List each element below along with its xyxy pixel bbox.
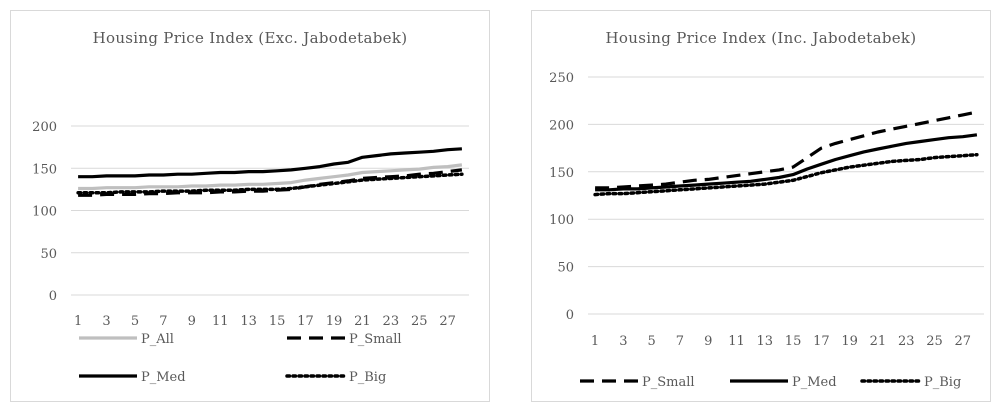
y-tick-label: 50 bbox=[40, 247, 57, 262]
y-tick-label: 0 bbox=[566, 308, 574, 323]
x-tick-label: 27 bbox=[955, 334, 972, 349]
x-tick-label: 13 bbox=[757, 334, 774, 349]
x-tick-label: 11 bbox=[728, 334, 745, 349]
series-line-p-big bbox=[76, 172, 464, 195]
x-tick-label: 1 bbox=[591, 334, 599, 349]
legend-label: P_Small bbox=[642, 375, 695, 390]
x-tick-label: 9 bbox=[704, 334, 712, 349]
y-tick-label: 200 bbox=[32, 120, 57, 135]
legend-label: P_All bbox=[141, 332, 174, 347]
x-tick-label: 23 bbox=[383, 314, 400, 329]
y-tick-label: 150 bbox=[32, 162, 57, 177]
legend-label: P_Small bbox=[349, 332, 402, 347]
legend-item: P_Small bbox=[287, 332, 402, 347]
chart-right: Housing Price Index (Inc. Jabodetabek) 0… bbox=[531, 10, 991, 402]
x-tick-label: 17 bbox=[297, 314, 314, 329]
legend-label: P_Big bbox=[924, 375, 961, 390]
y-tick-label: 150 bbox=[549, 166, 574, 181]
legend-item: P_Med bbox=[79, 370, 186, 385]
series-line-p-med bbox=[78, 147, 463, 179]
x-tick-label: 5 bbox=[131, 314, 139, 329]
x-tick-label: 17 bbox=[813, 334, 830, 349]
y-tick-label: 100 bbox=[549, 213, 574, 228]
y-tick-label: 250 bbox=[549, 71, 574, 86]
x-tick-label: 15 bbox=[269, 314, 286, 329]
legend-item: P_Big bbox=[860, 375, 961, 390]
x-tick-label: 3 bbox=[619, 334, 627, 349]
x-tick-label: 21 bbox=[870, 334, 887, 349]
chart-title: Housing Price Index (Inc. Jabodetabek) bbox=[605, 29, 917, 47]
legend-item: P_Med bbox=[730, 375, 837, 390]
x-tick-label: 15 bbox=[785, 334, 802, 349]
legend-item: P_All bbox=[79, 332, 174, 347]
series-line-p-all bbox=[78, 163, 463, 191]
x-tick-label: 23 bbox=[898, 334, 915, 349]
x-tick-label: 9 bbox=[188, 314, 196, 329]
y-tick-label: 200 bbox=[549, 118, 574, 133]
legend-label: P_Med bbox=[141, 370, 186, 385]
x-tick-label: 25 bbox=[411, 314, 428, 329]
legend-item: P_Small bbox=[580, 375, 695, 390]
x-tick-label: 13 bbox=[240, 314, 257, 329]
x-tick-label: 3 bbox=[102, 314, 110, 329]
series-line-p-med bbox=[595, 133, 978, 192]
y-tick-label: 50 bbox=[557, 261, 574, 276]
x-tick-label: 7 bbox=[159, 314, 167, 329]
x-tick-label: 25 bbox=[926, 334, 943, 349]
legend-item: P_Big bbox=[285, 370, 386, 385]
x-tick-label: 19 bbox=[841, 334, 858, 349]
y-tick-label: 100 bbox=[32, 205, 57, 220]
x-tick-label: 7 bbox=[676, 334, 684, 349]
chart-title: Housing Price Index (Exc. Jabodetabek) bbox=[92, 29, 408, 47]
x-tick-label: 11 bbox=[212, 314, 229, 329]
chart-left: Housing Price Index (Exc. Jabodetabek) 0… bbox=[10, 10, 490, 402]
x-tick-label: 5 bbox=[648, 334, 656, 349]
x-tick-label: 21 bbox=[354, 314, 371, 329]
series-line-p-big bbox=[593, 152, 979, 197]
legend-label: P_Big bbox=[349, 370, 386, 385]
x-tick-label: 1 bbox=[74, 314, 82, 329]
legend-label: P_Med bbox=[792, 375, 837, 390]
x-tick-label: 27 bbox=[439, 314, 456, 329]
x-tick-label: 19 bbox=[326, 314, 343, 329]
y-tick-label: 0 bbox=[49, 289, 57, 304]
